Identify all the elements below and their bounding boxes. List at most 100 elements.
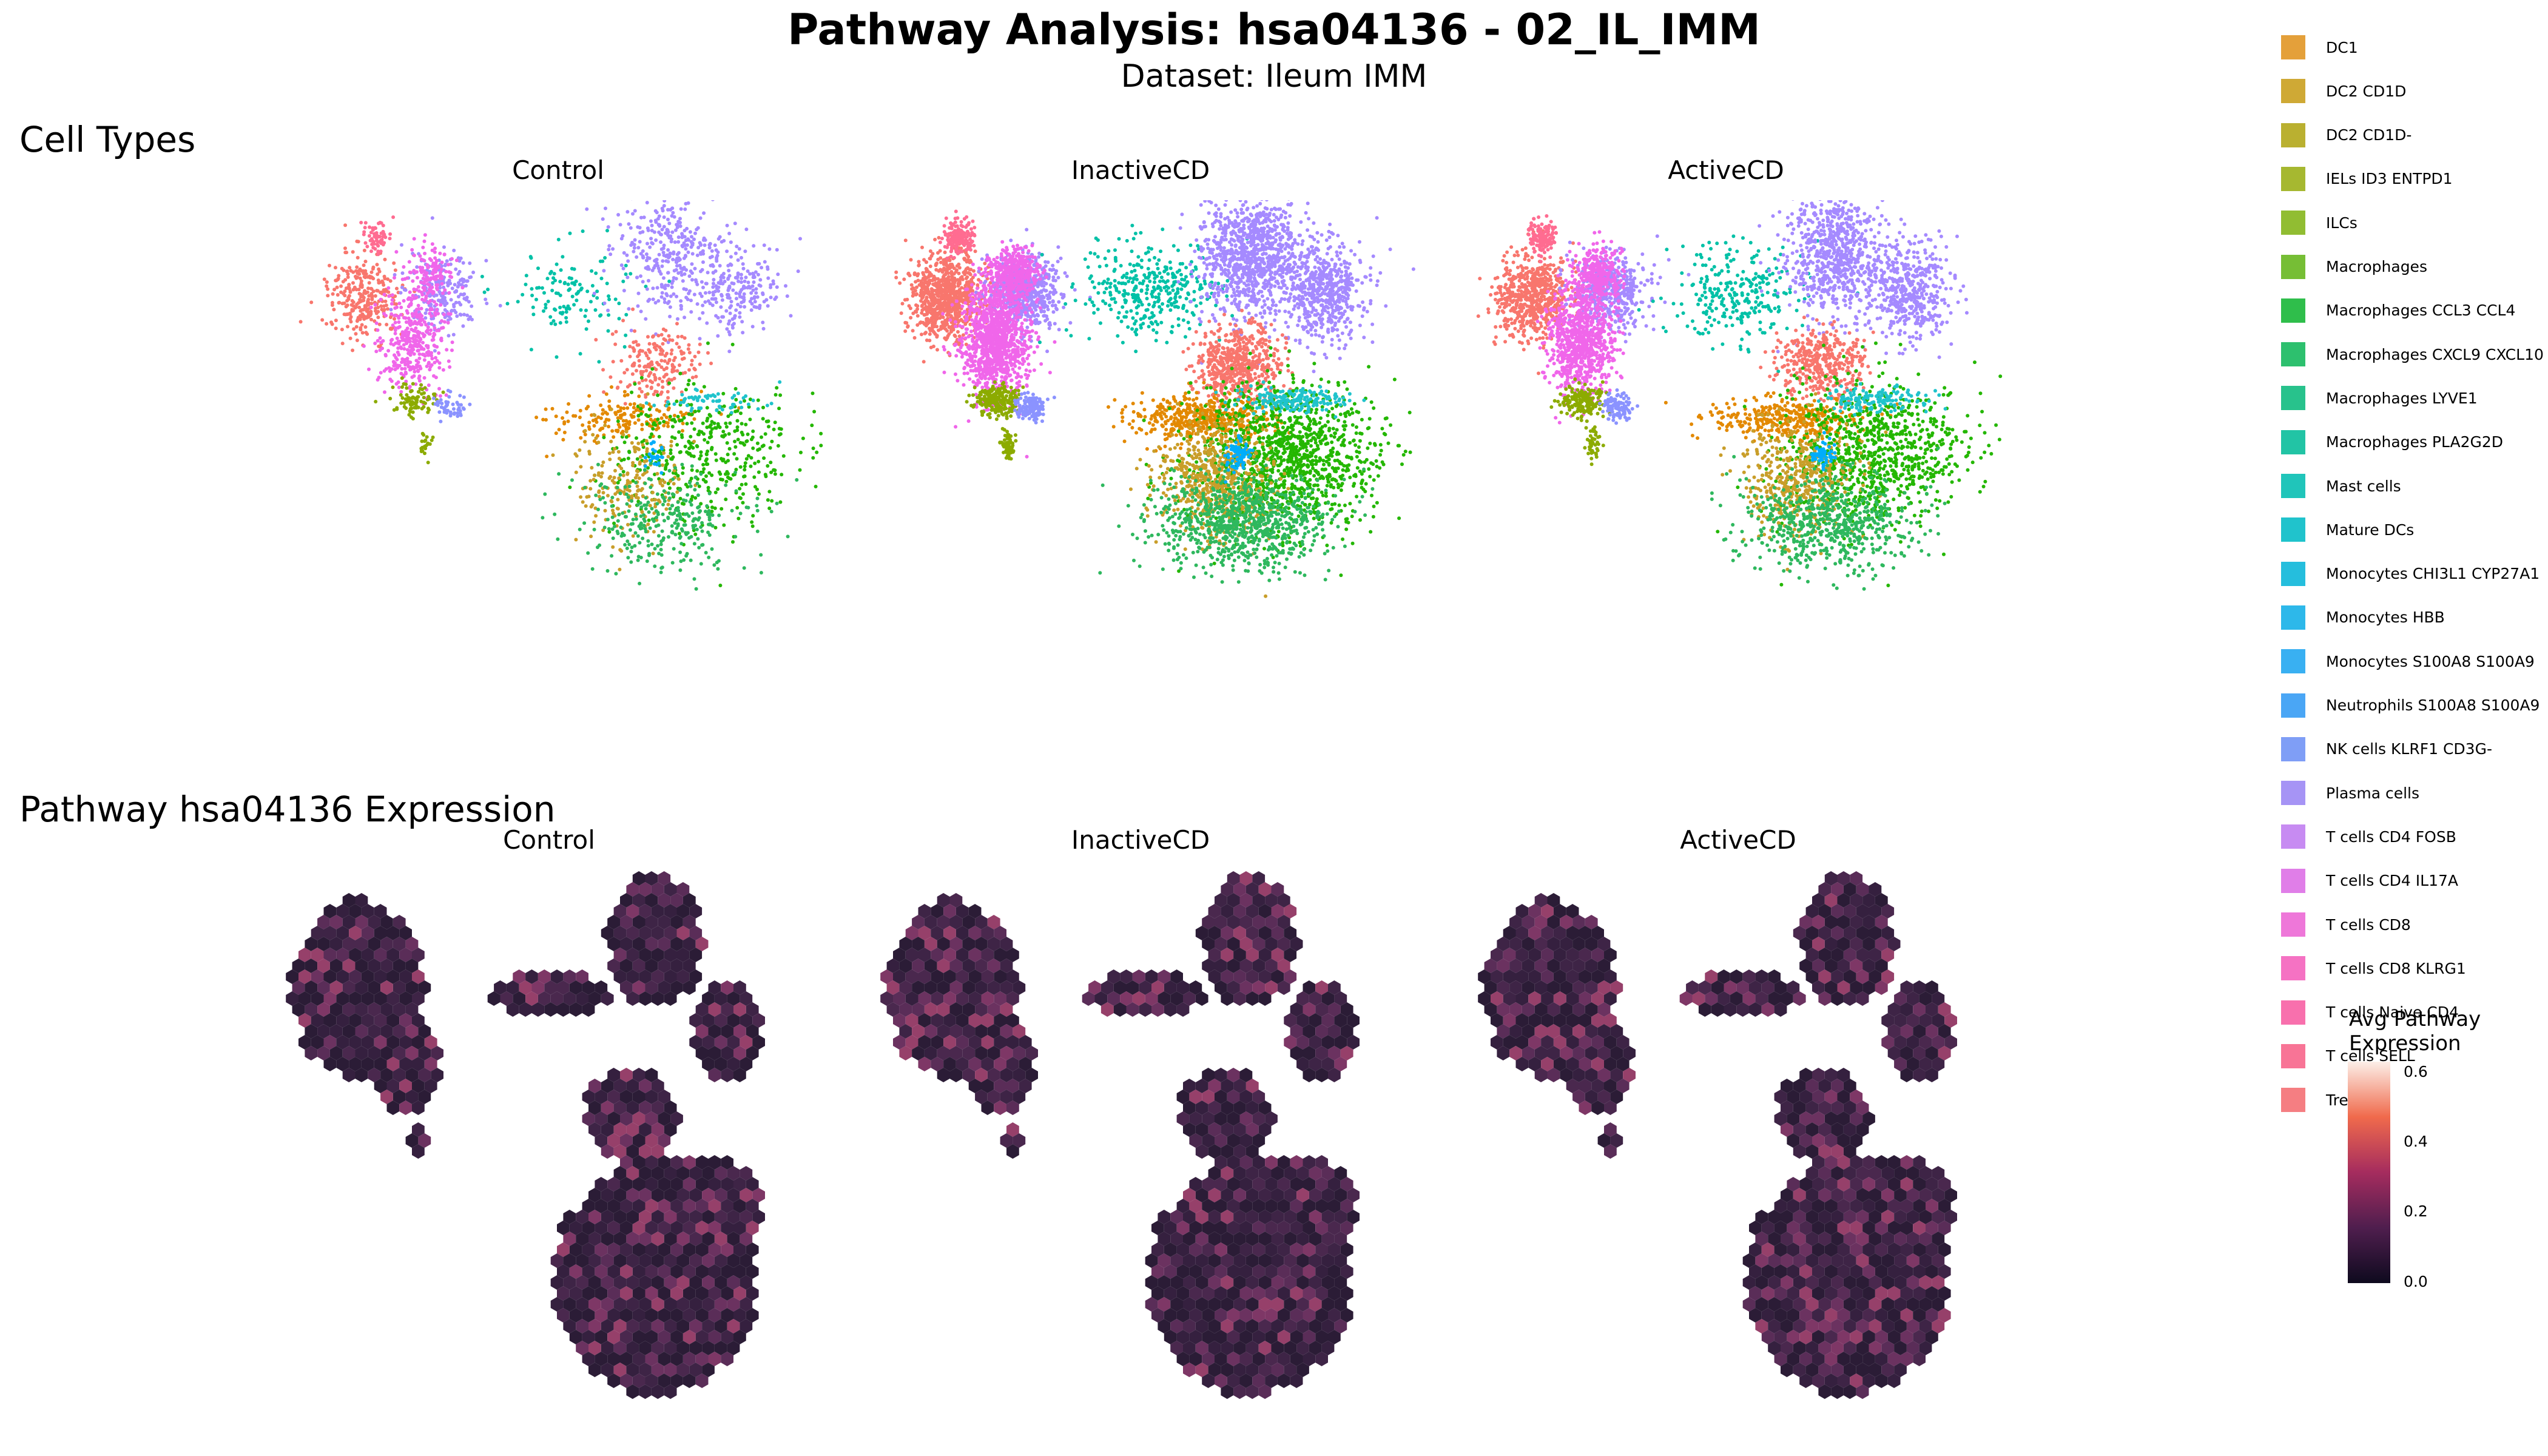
scatter-point — [590, 269, 594, 273]
scatter-point — [716, 237, 721, 241]
scatter-point — [432, 396, 436, 400]
scatter-point — [459, 403, 463, 407]
scatter-point — [699, 450, 703, 454]
scatter-point — [417, 376, 421, 380]
scatter-point — [422, 333, 426, 337]
scatter-point — [729, 240, 733, 244]
scatter-point — [709, 263, 713, 268]
scatter-point — [686, 382, 690, 386]
scatter-point — [725, 470, 729, 474]
scatter-point — [678, 496, 682, 500]
scatter-point — [755, 487, 759, 491]
scatter-point — [573, 283, 577, 286]
scatter-point — [415, 330, 419, 334]
scatter-point — [689, 409, 693, 413]
scatter-point — [775, 386, 779, 390]
scatter-point — [964, 248, 968, 252]
scatter-point — [665, 253, 669, 257]
scatter-point — [408, 345, 412, 349]
scatter-point — [753, 461, 757, 465]
scatter-point — [434, 328, 439, 332]
scatter-point — [410, 248, 414, 252]
scatter-point — [1059, 256, 1063, 260]
scatter-point — [665, 294, 669, 298]
scatter-point — [430, 242, 434, 246]
scatter-point — [715, 286, 719, 291]
scatter-point — [928, 249, 932, 253]
scatter-point — [609, 407, 613, 411]
scatter-point — [583, 440, 587, 444]
scatter-point — [470, 304, 474, 308]
scatter-point — [690, 464, 694, 468]
scatter-point — [426, 383, 431, 387]
scatter-point — [689, 454, 693, 458]
scatter-point — [613, 342, 618, 346]
scatter-point — [955, 237, 959, 241]
scatter-point — [760, 266, 764, 270]
scatter-point — [705, 457, 709, 461]
scatter-point — [716, 315, 720, 320]
scatter-point — [690, 235, 693, 239]
scatter-point — [414, 359, 419, 363]
scatter-point — [615, 507, 619, 511]
scatter-point — [736, 272, 740, 277]
scatter-point — [707, 533, 712, 537]
scatter-point — [642, 468, 647, 472]
scatter-point — [730, 326, 735, 330]
scatter-point — [670, 230, 675, 234]
scatter-point — [411, 410, 415, 414]
scatter-point — [653, 497, 658, 502]
scatter-point — [949, 263, 953, 267]
scatter-point — [677, 345, 681, 349]
scatter-point — [400, 385, 404, 389]
scatter-point — [707, 436, 712, 440]
scatter-point — [670, 418, 675, 422]
scatter-point — [413, 366, 417, 369]
scatter-point — [450, 340, 454, 345]
scatter-point — [617, 302, 621, 306]
scatter-point — [968, 234, 972, 238]
scatter-point — [923, 322, 926, 326]
scatter-point — [717, 404, 721, 408]
scatter-point — [962, 243, 966, 248]
scatter-point — [710, 513, 715, 517]
scatter-point — [408, 365, 412, 369]
scatter-point — [949, 226, 954, 231]
scatter-point — [1047, 326, 1051, 331]
scatter-point — [655, 502, 659, 506]
scatter-point — [664, 372, 669, 377]
scatter-point — [626, 259, 630, 263]
scatter-point — [601, 412, 605, 416]
scatter-point — [633, 238, 637, 242]
scatter-point — [464, 284, 468, 288]
scatter-point — [462, 395, 466, 399]
scatter-point — [420, 406, 424, 411]
scatter-point — [621, 318, 625, 323]
scatter-point — [748, 417, 752, 422]
scatter-point — [643, 464, 647, 468]
scatter-point — [946, 271, 950, 275]
scatter-point — [755, 441, 760, 445]
scatter-point — [443, 298, 447, 303]
scatter-point — [392, 408, 396, 412]
scatter-point — [564, 320, 568, 324]
scatter-point — [624, 435, 629, 439]
scatter-point — [666, 400, 670, 404]
scatter-point — [713, 490, 718, 494]
scatter-point — [955, 315, 959, 320]
scatter-point — [775, 248, 779, 252]
scatter-point — [667, 279, 672, 283]
scatter-point — [627, 222, 631, 226]
scatter-point — [690, 413, 694, 416]
scatter-point — [666, 301, 670, 305]
scatter-point — [360, 298, 365, 303]
scatter-point — [698, 317, 702, 321]
scatter-point — [956, 216, 960, 220]
scatter-point — [633, 382, 637, 386]
scatter-point — [762, 243, 766, 248]
scatter-point — [1033, 289, 1037, 294]
scatter-point — [421, 340, 425, 345]
scatter-point — [706, 449, 710, 453]
scatter-point — [698, 457, 702, 461]
scatter-point — [594, 271, 598, 275]
